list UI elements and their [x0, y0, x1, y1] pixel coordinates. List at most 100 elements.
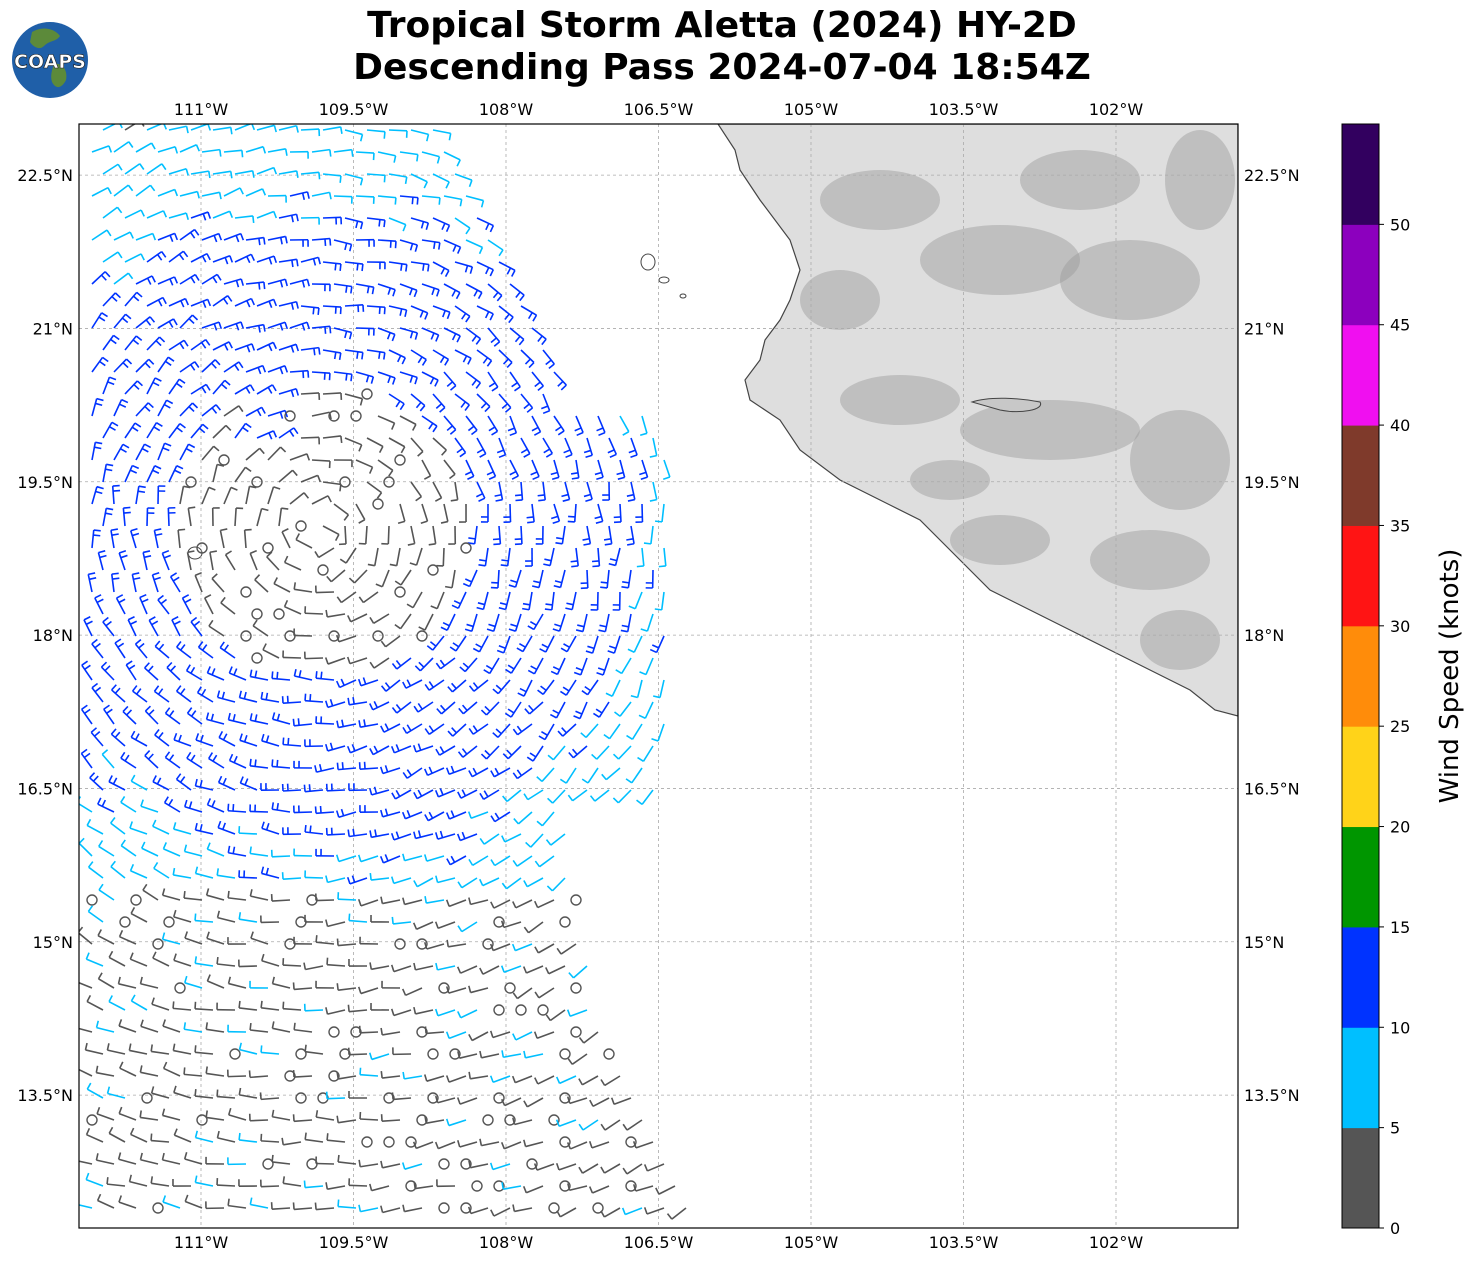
wind-barb: [335, 678, 357, 689]
wind-barb: [174, 982, 186, 994]
wind-barb: [157, 276, 179, 286]
wind-barb: [311, 237, 332, 247]
wind-barb: [432, 349, 450, 366]
wind-barb: [465, 415, 478, 436]
wind-barb: [135, 485, 146, 505]
wind-barb: [516, 635, 533, 653]
wind-barb: [227, 1157, 247, 1166]
wind-barb: [391, 701, 412, 714]
lat-tick-left: 21°N: [33, 319, 73, 338]
wind-barb: [152, 1202, 164, 1214]
wind-barb: [304, 606, 324, 615]
wind-barb: [449, 635, 467, 652]
wind-barb: [194, 913, 214, 923]
wind-barb: [355, 503, 366, 524]
wind-barb: [379, 765, 401, 775]
wind-barb: [489, 1030, 511, 1039]
wind-barb: [256, 384, 277, 395]
wind-barb: [501, 833, 522, 843]
wind-barb: [443, 371, 457, 391]
wind-barb: [501, 877, 522, 890]
wind-barb: [578, 1075, 599, 1086]
wind-barb: [460, 1158, 472, 1170]
terrain-shade: [820, 170, 940, 230]
wind-barb: [361, 1136, 373, 1148]
wind-barb: [144, 750, 159, 769]
wind-barb: [216, 1089, 236, 1099]
wind-barb: [553, 415, 565, 436]
wind-barb: [292, 982, 313, 991]
wind-barb: [113, 313, 132, 329]
wind-barb: [216, 910, 236, 923]
wind-barb: [580, 569, 589, 590]
wind-barb: [179, 402, 199, 417]
terrain-shade: [840, 375, 960, 425]
wind-barb: [435, 745, 456, 756]
wind-barb: [413, 962, 434, 971]
wind-barb: [553, 371, 567, 391]
wind-barb: [432, 437, 447, 456]
wind-barb: [534, 943, 555, 954]
wind-barb: [83, 616, 93, 637]
wind-barb: [91, 485, 104, 505]
wind-barb: [153, 528, 163, 549]
wind-barb: [216, 868, 236, 879]
wind-barb: [390, 964, 412, 973]
wind-barb: [435, 657, 456, 670]
wind-barb: [333, 503, 350, 521]
wind-barb: [476, 349, 493, 367]
wind-barb: [486, 459, 497, 481]
wind-barb: [380, 679, 401, 692]
wind-barb: [183, 1152, 203, 1165]
wind-barb: [118, 549, 128, 571]
wind-barb: [283, 599, 302, 615]
wind-barb: [120, 839, 137, 857]
wind-barb: [333, 283, 353, 294]
wind-barb: [523, 921, 544, 934]
wind-barb: [80, 704, 93, 725]
wind-barb: [278, 388, 300, 398]
wind-barb: [127, 616, 138, 637]
wind-barb: [559, 767, 577, 784]
wind-barb: [300, 128, 321, 137]
wind-barb: [588, 1141, 610, 1149]
wind-barb: [311, 459, 331, 469]
wind-barb: [124, 335, 143, 351]
lon-tick-top: 105°W: [784, 100, 839, 119]
wind-barb: [261, 821, 280, 835]
wind-barb: [504, 701, 522, 718]
wind-barb: [504, 1114, 516, 1126]
wind-barb: [238, 912, 258, 923]
wind-barb: [238, 1087, 258, 1099]
wind-barb: [292, 1070, 313, 1078]
wind-barb: [220, 596, 236, 615]
wind-barb: [303, 1180, 324, 1189]
wind-barb: [97, 929, 115, 945]
wind-barb: [479, 965, 500, 975]
wind-barb: [79, 926, 93, 945]
wind-barb: [260, 866, 280, 879]
wind-barb: [432, 173, 450, 189]
wind-barb: [370, 1002, 390, 1011]
wind-barb: [261, 953, 280, 967]
wind-barb: [172, 1001, 192, 1011]
wind-barb: [135, 316, 156, 329]
wind-barb: [605, 679, 621, 697]
wind-barb: [289, 453, 311, 461]
wind-barb: [583, 481, 593, 503]
wind-barb: [79, 981, 93, 989]
colorbar-bin: [1342, 726, 1379, 828]
logo-text: COAPS: [14, 51, 86, 73]
colorbar-bin: [1342, 124, 1379, 225]
wind-barb: [251, 476, 263, 488]
wind-barb: [512, 1031, 533, 1041]
wind-barb: [161, 549, 171, 571]
wind-barb: [487, 327, 501, 347]
wind-barb: [245, 236, 266, 246]
wind-barb: [336, 719, 357, 729]
wind-barb: [248, 1113, 269, 1122]
wind-barb: [152, 819, 170, 835]
wind-barb: [626, 723, 643, 740]
wind-barb: [399, 239, 419, 252]
wind-barb: [410, 481, 423, 502]
